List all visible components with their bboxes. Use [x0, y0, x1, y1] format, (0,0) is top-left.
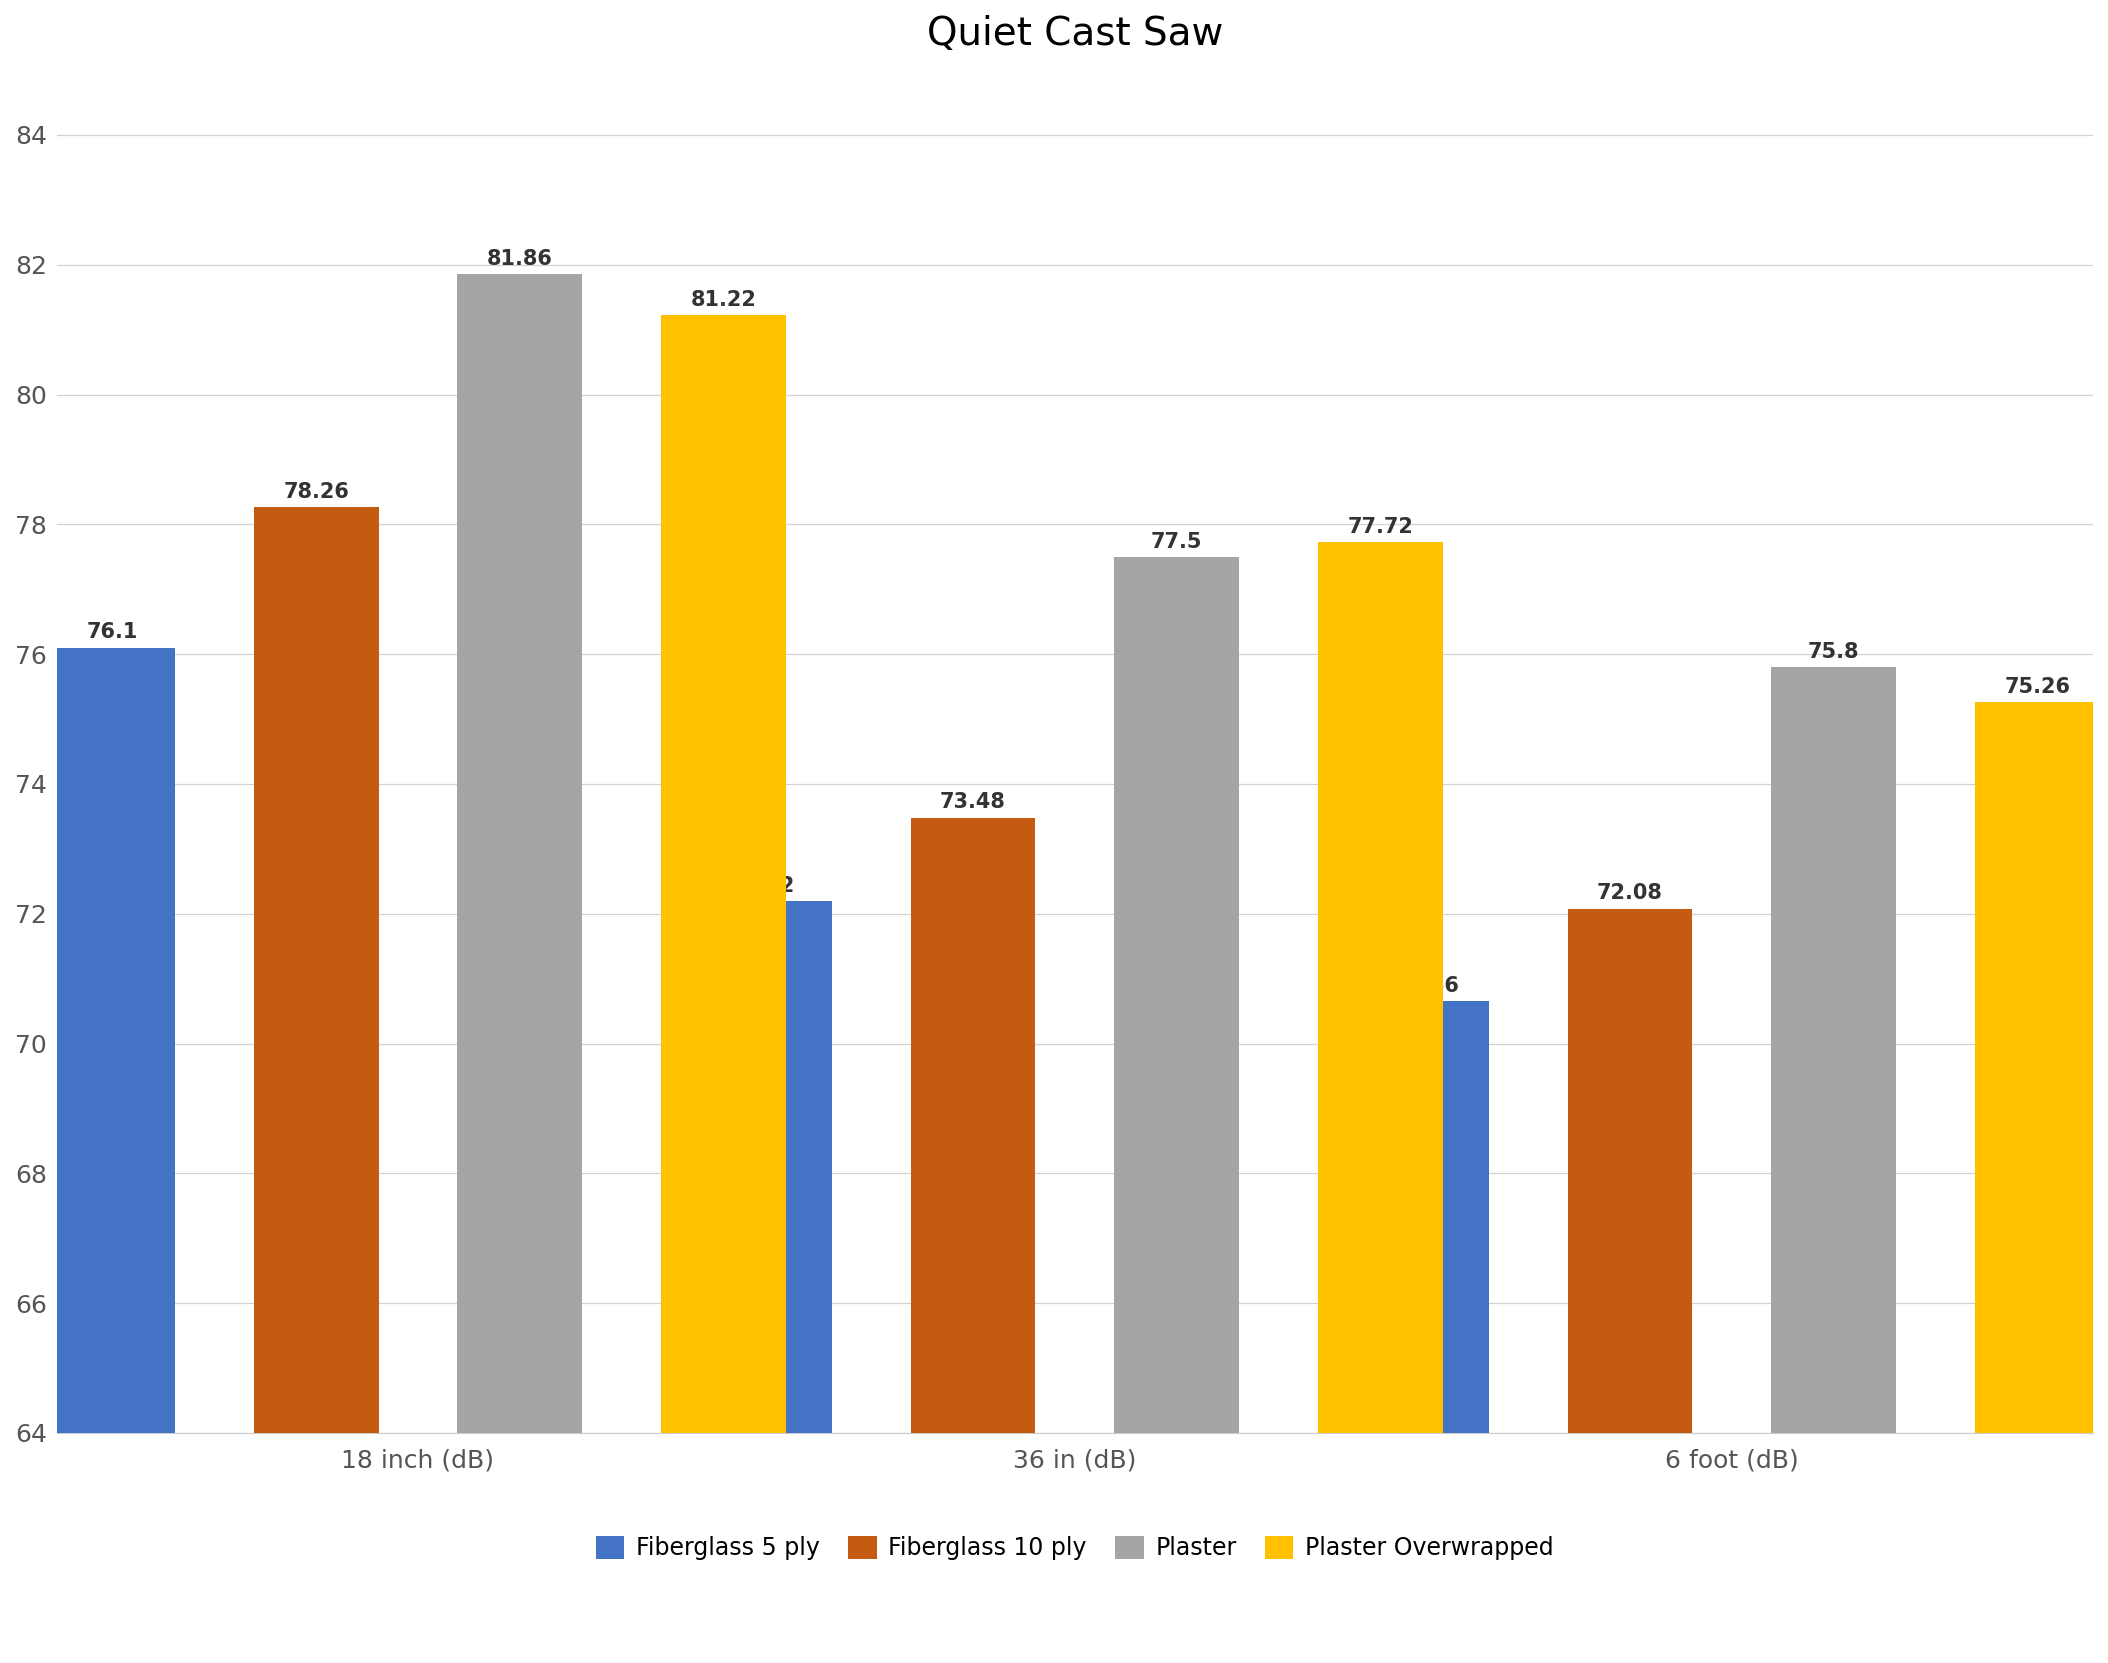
- Title: Quiet Cast Saw: Quiet Cast Saw: [928, 15, 1223, 53]
- Bar: [253, 507, 379, 1663]
- Text: 75.8: 75.8: [1809, 642, 1859, 662]
- Text: 75.26: 75.26: [2005, 677, 2070, 697]
- Bar: [1975, 702, 2100, 1663]
- Text: 70.66: 70.66: [1393, 976, 1459, 996]
- Bar: [911, 818, 1035, 1663]
- Legend: Fiberglass 5 ply, Fiberglass 10 ply, Plaster, Plaster Overwrapped: Fiberglass 5 ply, Fiberglass 10 ply, Pla…: [586, 1527, 1564, 1570]
- Bar: [1115, 557, 1240, 1663]
- Text: 78.26: 78.26: [282, 482, 350, 502]
- Bar: [1364, 1001, 1488, 1663]
- Bar: [706, 901, 833, 1663]
- Bar: [1771, 667, 1895, 1663]
- Text: 76.1: 76.1: [86, 622, 139, 642]
- Text: 73.48: 73.48: [940, 793, 1006, 813]
- Text: 81.22: 81.22: [691, 289, 757, 309]
- Bar: [1568, 908, 1693, 1663]
- Bar: [662, 316, 786, 1663]
- Text: 77.5: 77.5: [1151, 532, 1202, 552]
- Bar: [51, 647, 175, 1663]
- Text: 81.86: 81.86: [487, 248, 552, 269]
- Text: 72.08: 72.08: [1598, 883, 1663, 903]
- Text: 77.72: 77.72: [1347, 517, 1412, 537]
- Bar: [457, 274, 582, 1663]
- Text: 72.2: 72.2: [744, 875, 795, 896]
- Bar: [1318, 542, 1442, 1663]
